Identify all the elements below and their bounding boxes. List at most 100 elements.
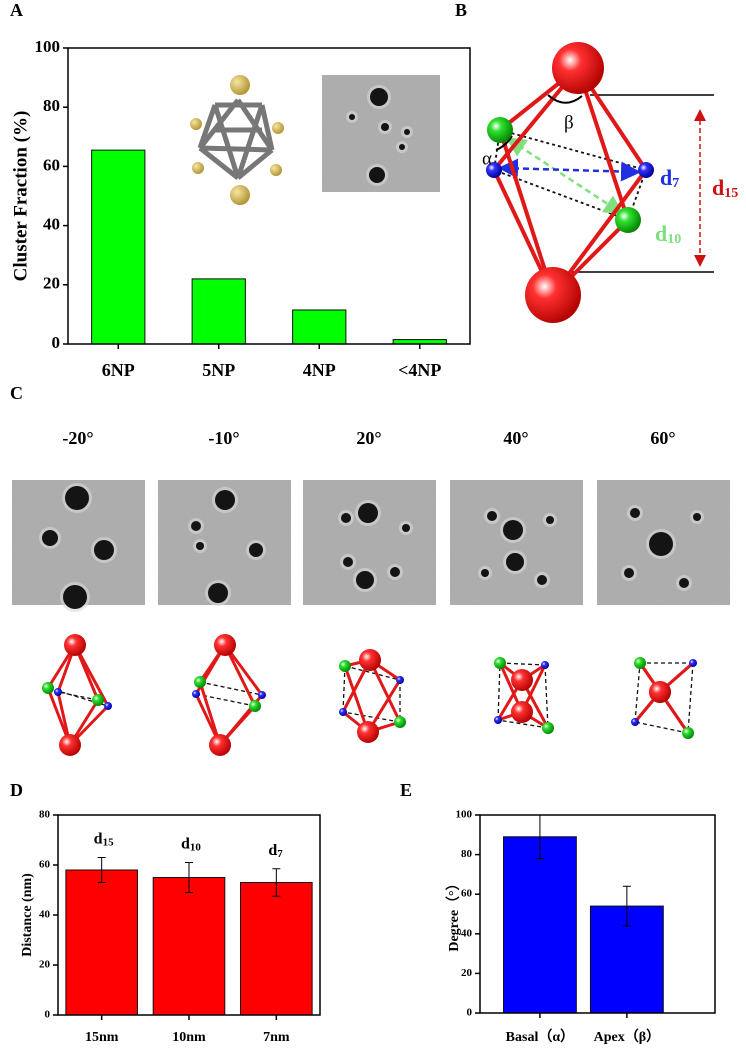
y-tick-label: 60 <box>43 155 60 174</box>
particle <box>249 543 263 557</box>
particle <box>343 557 353 567</box>
y-tick-label: 0 <box>467 1007 473 1019</box>
y-tick-label: 20 <box>43 274 60 293</box>
basal-edge <box>199 681 263 696</box>
panel-label: C <box>10 383 23 403</box>
y-tick-label: 100 <box>456 809 473 821</box>
d-sub: 7 <box>672 176 679 191</box>
basal-sphere <box>42 682 54 694</box>
angle-label: -20° <box>62 428 93 448</box>
apex-sphere <box>649 681 671 703</box>
d-base: d <box>660 165 672 190</box>
x-tick-label: 4NP <box>303 360 336 380</box>
y-tick-label: 0 <box>45 1009 51 1021</box>
d-base: d <box>712 175 724 200</box>
particle <box>369 167 385 183</box>
particle <box>63 585 87 609</box>
tem-image <box>450 480 583 605</box>
basal-sphere <box>682 727 694 739</box>
basal-sphere <box>54 688 62 696</box>
apex-sphere <box>214 634 236 656</box>
bar-annotation: d7 <box>268 841 283 859</box>
basal-sphere <box>192 690 200 698</box>
tem-image <box>303 480 436 605</box>
basal-edge <box>342 711 401 723</box>
basal-edge <box>497 662 501 721</box>
particle <box>537 575 547 585</box>
basal-sphere <box>339 708 347 716</box>
angle-label: 60° <box>650 428 675 448</box>
particle <box>341 513 351 523</box>
x-tick-label: <4NP <box>398 360 441 380</box>
basal-edge <box>499 662 546 666</box>
basal-sphere <box>104 702 112 710</box>
particle <box>358 503 378 523</box>
d15-label: d15 <box>712 175 738 201</box>
annotation-sub: 15 <box>103 836 115 848</box>
particle <box>402 524 410 532</box>
particle <box>208 583 228 603</box>
basal-sphere <box>396 676 404 684</box>
error-bar <box>272 868 281 897</box>
d-sub: 15 <box>724 186 738 201</box>
octahedron <box>42 634 112 756</box>
bar <box>503 836 577 1014</box>
bar-annotation: d15 <box>94 830 114 848</box>
particle <box>481 569 489 577</box>
bar <box>152 877 226 1016</box>
apex-sphere <box>357 721 379 743</box>
particle <box>404 129 410 135</box>
tem-image <box>322 75 440 192</box>
d-sub: 10 <box>667 232 681 247</box>
beta-label: β <box>564 112 574 133</box>
annotation-sub: 7 <box>277 847 283 859</box>
particle <box>42 530 58 546</box>
bar <box>292 309 347 345</box>
axes-frame <box>67 47 471 345</box>
bar <box>191 278 246 345</box>
particle <box>546 516 554 524</box>
angle-label: -10° <box>208 428 239 448</box>
particle <box>356 571 374 589</box>
basal-sphere <box>339 660 351 672</box>
basal-sphere <box>249 700 261 712</box>
particle <box>649 532 673 556</box>
x-tick-label: Apex（β） <box>594 1029 661 1045</box>
octahedron <box>494 657 554 734</box>
y-tick-label: 40 <box>39 909 51 921</box>
axes-frame <box>479 814 716 1014</box>
annotation-base: d <box>268 841 277 858</box>
apex-sphere <box>209 734 231 756</box>
particle <box>503 520 523 540</box>
basal-edge <box>544 664 549 729</box>
y-tick-label: 20 <box>461 967 473 979</box>
particle <box>390 567 400 577</box>
basal-sphere <box>394 716 406 728</box>
tem-image <box>158 480 291 606</box>
panel-label: D <box>10 780 23 800</box>
octahedron <box>339 649 406 743</box>
apex-sphere <box>59 734 81 756</box>
particle <box>349 114 355 120</box>
octahedron <box>631 657 697 739</box>
particle <box>370 88 388 106</box>
particle <box>630 508 640 518</box>
annotation-base: d <box>181 835 190 852</box>
bar <box>91 149 146 345</box>
basal-sphere <box>631 718 639 726</box>
particle <box>693 513 701 521</box>
y-tick-label: 80 <box>43 96 60 115</box>
particle <box>679 578 689 588</box>
y-tick-label: 80 <box>461 848 473 860</box>
y-tick-label: 40 <box>461 927 473 939</box>
basal-sphere <box>194 676 206 688</box>
d-base: d <box>655 221 667 246</box>
x-tick-label: 5NP <box>202 360 235 380</box>
annotation-base: d <box>94 830 103 847</box>
particle <box>399 144 405 150</box>
basal-sphere <box>634 657 646 669</box>
axes-frame <box>57 814 321 1016</box>
x-tick-label: 10nm <box>172 1030 206 1045</box>
angle-label: 40° <box>503 428 528 448</box>
y-axis-label: Degree（°） <box>446 876 462 951</box>
